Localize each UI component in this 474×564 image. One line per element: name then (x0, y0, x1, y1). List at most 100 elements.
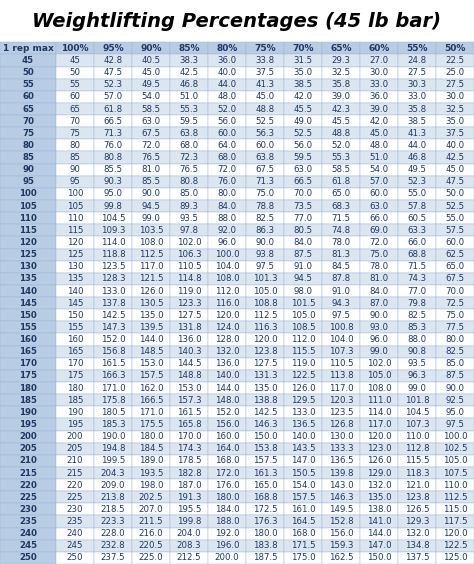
Bar (132, 115, 170, 127)
Bar (360, 103, 398, 115)
Text: 38.3: 38.3 (179, 56, 199, 65)
Text: 200: 200 (67, 432, 83, 441)
Bar (132, 503, 170, 515)
Bar (170, 285, 208, 297)
Bar (284, 103, 322, 115)
Text: 120.3: 120.3 (328, 396, 353, 405)
Bar (398, 479, 436, 491)
Bar (170, 212, 208, 224)
Bar (170, 443, 208, 455)
Bar (398, 115, 436, 127)
Text: 135.0: 135.0 (138, 311, 163, 320)
Bar (170, 261, 208, 273)
Text: 51.0: 51.0 (369, 153, 389, 162)
Bar (56, 139, 94, 152)
Text: 130.5: 130.5 (138, 299, 163, 307)
Bar (322, 152, 360, 164)
Bar (208, 152, 246, 164)
Text: 191.3: 191.3 (177, 493, 201, 502)
Bar (284, 382, 322, 394)
Bar (132, 249, 170, 261)
Text: 144.5: 144.5 (177, 359, 201, 368)
Text: 150: 150 (67, 311, 83, 320)
Bar (94, 91, 132, 103)
Text: 161.0: 161.0 (291, 505, 315, 514)
Bar (132, 164, 170, 176)
Text: 94.5: 94.5 (293, 274, 312, 283)
Text: 100.0: 100.0 (443, 432, 467, 441)
Bar (436, 188, 474, 200)
Bar (170, 491, 208, 503)
Text: 130: 130 (67, 262, 83, 271)
Bar (208, 42, 246, 55)
Bar (360, 358, 398, 370)
Text: 72.3: 72.3 (179, 153, 199, 162)
Bar (322, 443, 360, 455)
Text: 115.0: 115.0 (443, 505, 467, 514)
Text: 180.0: 180.0 (138, 432, 163, 441)
Bar (360, 491, 398, 503)
Text: 68.8: 68.8 (408, 250, 427, 259)
Text: 106.3: 106.3 (177, 250, 201, 259)
Bar (246, 79, 284, 91)
Text: 117.0: 117.0 (367, 420, 392, 429)
Text: 175.8: 175.8 (100, 396, 125, 405)
Bar (284, 455, 322, 467)
Text: 36.0: 36.0 (218, 56, 237, 65)
Text: 161.5: 161.5 (177, 408, 201, 417)
Text: 107.5: 107.5 (443, 469, 467, 478)
Text: 195: 195 (67, 420, 83, 429)
Bar (94, 333, 132, 346)
Text: 85.0: 85.0 (446, 359, 465, 368)
Bar (94, 467, 132, 479)
Text: 213.8: 213.8 (100, 493, 125, 502)
Text: 30.3: 30.3 (408, 80, 427, 89)
Bar (94, 79, 132, 91)
Text: 38.5: 38.5 (293, 80, 312, 89)
Text: 58.5: 58.5 (141, 104, 161, 113)
Bar (322, 79, 360, 91)
Bar (94, 273, 132, 285)
Text: 137.5: 137.5 (405, 553, 429, 562)
Text: 100%: 100% (61, 44, 89, 53)
Text: 63.8: 63.8 (179, 129, 199, 138)
Text: 75.0: 75.0 (446, 311, 465, 320)
Bar (132, 540, 170, 552)
Bar (322, 55, 360, 67)
Text: 146.3: 146.3 (328, 493, 353, 502)
Text: 110.0: 110.0 (405, 432, 429, 441)
Bar (246, 467, 284, 479)
Bar (284, 540, 322, 552)
Bar (170, 55, 208, 67)
Bar (208, 309, 246, 321)
Text: 55%: 55% (406, 44, 428, 53)
Bar (170, 297, 208, 309)
Text: 119.0: 119.0 (177, 287, 201, 296)
Text: 172.5: 172.5 (253, 505, 277, 514)
Bar (322, 467, 360, 479)
Text: 112.8: 112.8 (405, 444, 429, 453)
Bar (398, 176, 436, 188)
Text: 165: 165 (19, 347, 37, 356)
Bar (0, 527, 56, 540)
Bar (170, 346, 208, 358)
Text: 36.0: 36.0 (369, 92, 389, 102)
Text: 59.5: 59.5 (293, 153, 312, 162)
Bar (56, 249, 94, 261)
Text: 132.0: 132.0 (215, 347, 239, 356)
Text: 100: 100 (19, 190, 37, 199)
Text: 228.0: 228.0 (100, 529, 125, 538)
Bar (436, 443, 474, 455)
Text: 129.3: 129.3 (405, 517, 429, 526)
Text: 85.5: 85.5 (141, 177, 161, 186)
Text: 67.5: 67.5 (255, 165, 274, 174)
Bar (398, 430, 436, 443)
Text: 142.5: 142.5 (100, 311, 125, 320)
Text: 90.3: 90.3 (103, 177, 122, 186)
Text: 135.0: 135.0 (253, 384, 277, 393)
Text: 127.5: 127.5 (177, 311, 201, 320)
Bar (0, 152, 56, 164)
Bar (170, 370, 208, 382)
Text: 81.0: 81.0 (141, 165, 161, 174)
Bar (132, 479, 170, 491)
